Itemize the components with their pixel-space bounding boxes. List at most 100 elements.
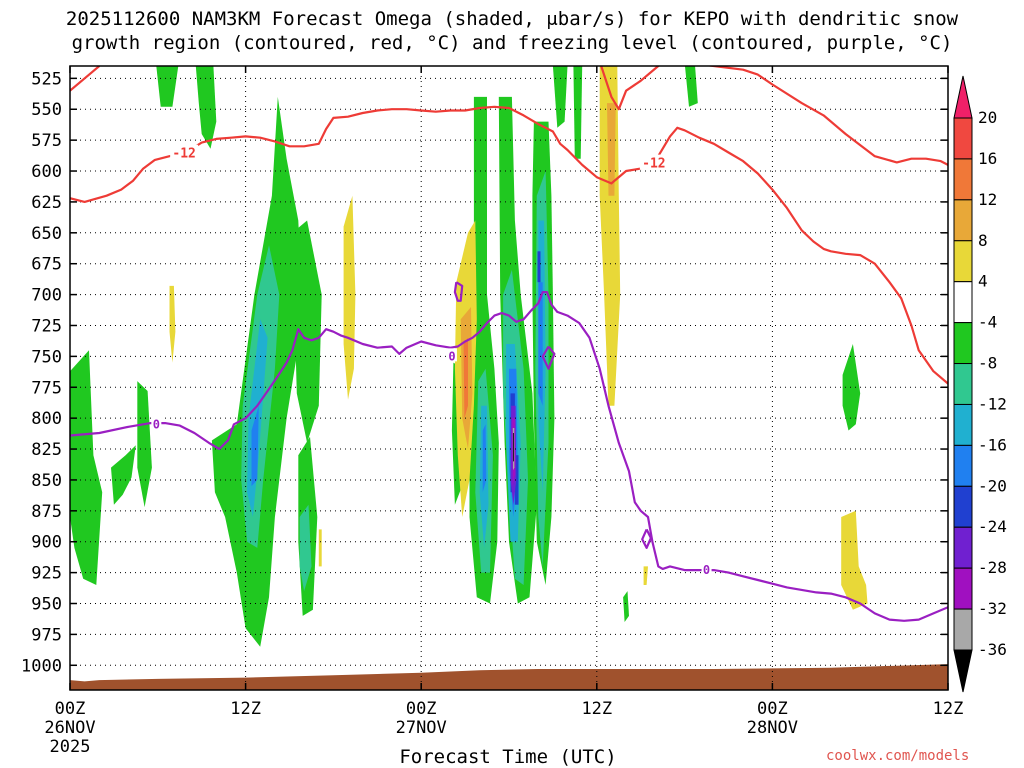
omega-region-16	[842, 344, 861, 431]
colorbar-bin-9	[953, 444, 973, 487]
colorbar-label-12: -32	[978, 599, 1007, 618]
dgz-red-contour-1	[70, 105, 948, 385]
colorbar-bin-7	[953, 363, 973, 405]
colorbar-label-1: 16	[978, 149, 997, 168]
omega-region-1	[111, 445, 136, 505]
omega-region-43	[841, 510, 868, 610]
omega-region-27	[482, 424, 487, 493]
x-tick-label-60: 12Z	[933, 699, 964, 719]
red-contour-label-right-bg	[639, 154, 668, 170]
colorbar-label-8: -16	[978, 435, 1007, 454]
x-tick-label-48: 00Z	[757, 699, 788, 719]
colorbar-label-4: 4	[978, 272, 988, 291]
colorbar-bottom-triangle	[953, 649, 973, 693]
site-credit-link[interactable]: coolwx.com/models	[826, 748, 970, 764]
y-tick-label-650: 650	[31, 224, 62, 244]
colorbar-bin-1	[953, 117, 973, 160]
omega-region-29	[538, 282, 543, 406]
y-tick-label-800: 800	[31, 409, 62, 429]
y-tick-label-775: 775	[31, 378, 62, 398]
omega-region-18	[299, 504, 312, 592]
x-tick-label-24: 00Z	[406, 699, 437, 719]
y-tick-label-550: 550	[31, 100, 62, 120]
omega-region-6	[292, 220, 322, 443]
purple-contour-label-2: 0	[448, 349, 455, 363]
colorbar-label-11: -28	[978, 558, 1007, 577]
omega-region-13	[573, 66, 583, 159]
purple-contour-label-1: 0	[153, 417, 160, 431]
omega-region-4	[195, 66, 217, 149]
x-axis-title: Forecast Time (UTC)	[399, 746, 617, 768]
omega-region-46	[463, 337, 468, 419]
y-tick-label-750: 750	[31, 347, 62, 367]
colorbar-bin-13	[953, 608, 973, 651]
omega-region-31	[537, 251, 541, 283]
y-tick-label-725: 725	[31, 316, 62, 336]
plot-contours: -12 -12 0 0 0	[70, 66, 948, 622]
purple-contour-label-3: 0	[703, 563, 710, 577]
purple-contour-label-3-bg	[701, 562, 712, 576]
omega-region-2	[137, 381, 152, 508]
freezing-level-purple-contour-0	[70, 291, 948, 622]
colorbar-bin-11	[953, 526, 973, 569]
omega-region-14	[623, 591, 629, 622]
chart-title-line1: 2025112600 NAM3KM Forecast Omega (shaded…	[65, 8, 959, 30]
x-tick-label-36: 12Z	[581, 699, 612, 719]
colorbar-top-triangle	[953, 75, 973, 119]
colorbar-bin-8	[953, 403, 973, 446]
omega-region-36	[513, 433, 514, 462]
colorbar-bin-5	[953, 281, 973, 324]
y-tick-label-1000: 1000	[21, 656, 62, 676]
colorbar-bin-2	[953, 158, 973, 201]
colorbar-bin-10	[953, 485, 973, 528]
chart-title-line2: growth region (contoured, red, °C) and f…	[71, 32, 953, 54]
colorbar-label-9: -20	[978, 476, 1007, 495]
plot-fills	[70, 66, 948, 690]
x-tick-label-12: 12Z	[230, 699, 261, 719]
colorbar-bin-4	[953, 240, 973, 283]
colorbar-label-13: -36	[978, 640, 1007, 659]
omega-region-26	[251, 405, 259, 487]
x-tick-date-0: 26NOV	[44, 718, 95, 738]
colorbar-label-10: -24	[978, 517, 1007, 536]
y-tick-label-625: 625	[31, 193, 62, 213]
colorbar-bin-6	[953, 322, 973, 365]
y-tick-label-925: 925	[31, 564, 62, 584]
y-tick-label-575: 575	[31, 131, 62, 151]
colorbar-label-7: -12	[978, 394, 1007, 413]
x-tick-year-0: 2025	[50, 737, 91, 757]
colorbar-label-3: 8	[978, 231, 988, 250]
x-tick-date-48: 28NOV	[747, 718, 798, 738]
y-tick-label-675: 675	[31, 255, 62, 275]
omega-region-42	[643, 566, 648, 585]
plot-frame	[69, 65, 949, 691]
purple-contour-label-2-bg	[446, 348, 457, 362]
colorbar: 20 16 12 8 4 -4 -8 -12 -16 -20 -24 -28 -32 -36	[953, 75, 1007, 693]
terrain-fill	[70, 664, 948, 690]
y-tick-label-600: 600	[31, 162, 62, 182]
y-tick-label-950: 950	[31, 595, 62, 615]
red-contour-label-left-bg	[170, 144, 199, 160]
omega-region-3	[156, 66, 179, 107]
plot-border	[69, 65, 949, 691]
y-tick-label-525: 525	[31, 69, 62, 89]
colorbar-label-0: 20	[978, 108, 997, 127]
colorbar-label-2: 12	[978, 190, 997, 209]
omega-region-12	[552, 66, 568, 128]
omega-region-37	[169, 285, 176, 363]
freezing-level-purple-contour-3	[641, 528, 653, 550]
freezing-level-purple-contour-1	[453, 281, 464, 302]
omega-region-45	[607, 103, 616, 196]
red-contour-label-left: -12	[172, 147, 195, 162]
x-tick-date-24: 27NOV	[396, 718, 447, 738]
colorbar-bin-12	[953, 567, 973, 610]
dgz-red-contour-3	[705, 66, 948, 166]
x-tick-label-0: 00Z	[55, 699, 86, 719]
y-tick-label-850: 850	[31, 471, 62, 491]
omega-region-15	[684, 66, 698, 107]
dgz-red-contour-0	[70, 66, 101, 92]
red-contour-label-right: -12	[642, 157, 665, 172]
freezing-level-purple-contour-2	[541, 345, 556, 370]
y-tick-label-975: 975	[31, 625, 62, 645]
